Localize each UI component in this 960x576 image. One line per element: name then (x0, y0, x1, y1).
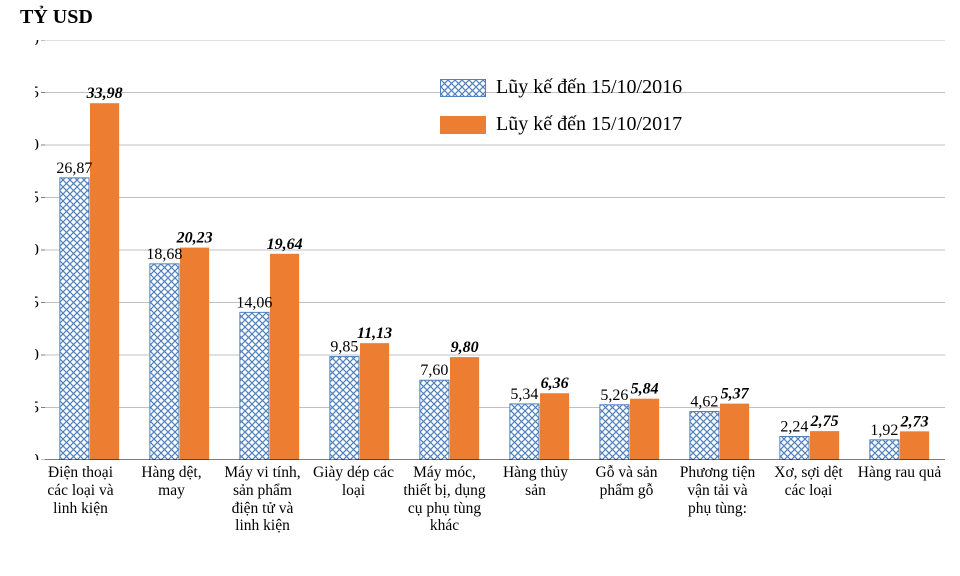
category-label: Giày dép các loại (308, 462, 399, 572)
value-label: 9,85 (330, 339, 358, 356)
bar (630, 399, 659, 460)
svg-text:10: 10 (35, 345, 39, 364)
bars-group (60, 103, 929, 460)
legend-label-2017: Lũy kế đến 15/10/2017 (496, 113, 682, 136)
value-label: 5,84 (631, 381, 659, 398)
bar (780, 436, 809, 460)
bar (180, 248, 209, 460)
bar (900, 431, 929, 460)
value-label: 4,62 (690, 393, 718, 410)
bar (330, 357, 359, 460)
value-label: 5,37 (721, 386, 750, 403)
bar (870, 440, 899, 460)
bar (150, 264, 179, 460)
category-label: Phương tiện vận tải và phụ tùng: (672, 462, 763, 572)
svg-text:25: 25 (35, 188, 39, 207)
legend-swatch-2017 (440, 116, 486, 134)
chart-container: TỶ USD 0510152025303540 26,8733,9818,682… (0, 0, 960, 576)
value-label: 20,23 (176, 230, 213, 247)
category-label: Điện thoại các loại và linh kiện (35, 462, 126, 572)
category-label: Hàng rau quả (854, 462, 945, 572)
legend-label-2016: Lũy kế đến 15/10/2016 (496, 76, 682, 99)
value-label: 5,26 (600, 387, 628, 404)
bar (420, 380, 449, 460)
value-label: 2,24 (780, 418, 808, 435)
value-label: 2,73 (900, 413, 929, 430)
value-label: 6,36 (541, 375, 569, 392)
value-label: 11,13 (357, 325, 392, 342)
value-label: 19,64 (267, 236, 303, 253)
bar (720, 404, 749, 460)
value-label: 14,06 (236, 294, 272, 311)
svg-text:20: 20 (35, 240, 39, 259)
bar (450, 357, 479, 460)
value-label: 9,80 (451, 339, 479, 356)
value-label: 1,92 (870, 422, 898, 439)
category-label: Hàng thủy sản (490, 462, 581, 572)
bar (240, 312, 269, 460)
value-label: 26,87 (56, 160, 92, 177)
value-label: 2,75 (810, 413, 839, 430)
legend-swatch-2016 (440, 79, 486, 97)
svg-text:40: 40 (35, 40, 39, 49)
category-label: Máy móc, thiết bị, dụng cụ phụ tùng khác (399, 462, 490, 572)
bar (360, 343, 389, 460)
category-label: Hàng dệt, may (126, 462, 217, 572)
bar (810, 431, 839, 460)
legend-item-2016: Lũy kế đến 15/10/2016 (440, 76, 682, 99)
svg-text:35: 35 (35, 83, 39, 102)
value-label: 7,60 (420, 362, 448, 379)
legend-item-2017: Lũy kế đến 15/10/2017 (440, 113, 682, 136)
value-label: 18,68 (146, 246, 182, 263)
category-label: Gỗ và sản phẩm gỗ (581, 462, 672, 572)
svg-text:0: 0 (35, 450, 39, 460)
bar (600, 405, 629, 460)
legend: Lũy kế đến 15/10/2016 Lũy kế đến 15/10/2… (440, 76, 682, 150)
value-label: 33,98 (86, 85, 123, 102)
bar (60, 178, 89, 460)
value-label: 5,34 (510, 386, 538, 403)
svg-text:5: 5 (35, 398, 39, 417)
bar (540, 393, 569, 460)
bar (90, 103, 119, 460)
category-label: Xơ, sợi dệt các loại (763, 462, 854, 572)
bar (690, 411, 719, 460)
y-tick-labels: 0 5 10 15 20 25 30 35 40 (35, 40, 39, 460)
svg-text:15: 15 (35, 293, 39, 312)
bar (270, 254, 299, 460)
svg-text:30: 30 (35, 135, 39, 154)
bar (510, 404, 539, 460)
category-label: Máy vi tính, sản phẩm điện tử và linh ki… (217, 462, 308, 572)
y-axis-title: TỶ USD (20, 6, 93, 29)
category-labels: Điện thoại các loại và linh kiệnHàng dệt… (35, 462, 945, 572)
